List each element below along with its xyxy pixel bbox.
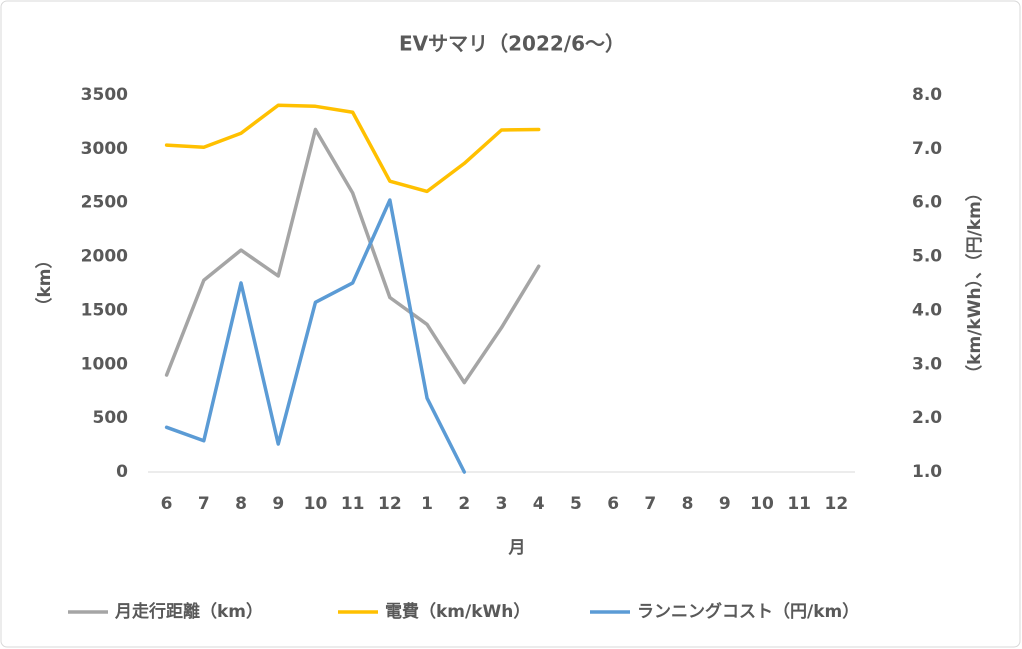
x-tick-label: 11 xyxy=(787,494,811,514)
legend-label: 月走行距離（km） xyxy=(114,601,263,622)
y2-tick-label: 3.0 xyxy=(912,354,942,374)
x-tick-label: 6 xyxy=(607,494,619,514)
legend-label: ランニングコスト（円/km） xyxy=(637,601,859,622)
y2-tick-label: 8.0 xyxy=(912,85,942,105)
x-tick-label: 11 xyxy=(341,494,365,514)
y-axis-label: （km） xyxy=(34,251,55,314)
legend-label: 電費（km/kWh） xyxy=(385,601,530,622)
y-tick-label: 2000 xyxy=(81,247,128,267)
x-tick-label: 4 xyxy=(533,494,545,514)
y-tick-label: 500 xyxy=(93,408,129,428)
x-tick-label: 8 xyxy=(235,494,247,514)
y2-tick-label: 5.0 xyxy=(912,247,942,267)
y-tick-label: 3500 xyxy=(81,85,128,105)
x-tick-label: 10 xyxy=(750,494,774,514)
x-tick-label: 9 xyxy=(719,494,731,514)
chart-title: EVサマリ（2022/6～） xyxy=(399,32,625,56)
y-tick-label: 1000 xyxy=(81,354,128,374)
x-tick-label: 2 xyxy=(458,494,470,514)
series-line xyxy=(164,198,467,474)
x-axis-label: 月 xyxy=(508,538,526,558)
x-tick-label: 9 xyxy=(272,494,284,514)
x-tick-label: 8 xyxy=(682,494,694,514)
y2-axis-label: （km/kWh）、（円/km） xyxy=(964,184,985,382)
y2-tick-label: 6.0 xyxy=(912,193,942,213)
x-tick-label: 12 xyxy=(378,494,402,514)
x-tick-label: 12 xyxy=(825,494,849,514)
y2-tick-label: 2.0 xyxy=(912,408,942,428)
x-tick-label: 7 xyxy=(198,494,210,514)
x-tick-label: 10 xyxy=(304,494,328,514)
y2-tick-label: 7.0 xyxy=(912,139,942,159)
y-tick-label: 3000 xyxy=(81,139,128,159)
x-tick-label: 3 xyxy=(496,494,508,514)
x-tick-label: 7 xyxy=(644,494,656,514)
series-line xyxy=(164,103,541,194)
y2-tick-label: 1.0 xyxy=(912,462,942,482)
y-tick-label: 1500 xyxy=(81,300,128,320)
x-tick-label: 1 xyxy=(421,494,433,514)
x-tick-label: 5 xyxy=(570,494,582,514)
x-tick-label: 6 xyxy=(161,494,173,514)
y2-tick-label: 4.0 xyxy=(912,300,942,320)
series-line xyxy=(164,127,541,385)
y-tick-label: 2500 xyxy=(81,193,128,213)
y-tick-label: 0 xyxy=(116,462,128,482)
